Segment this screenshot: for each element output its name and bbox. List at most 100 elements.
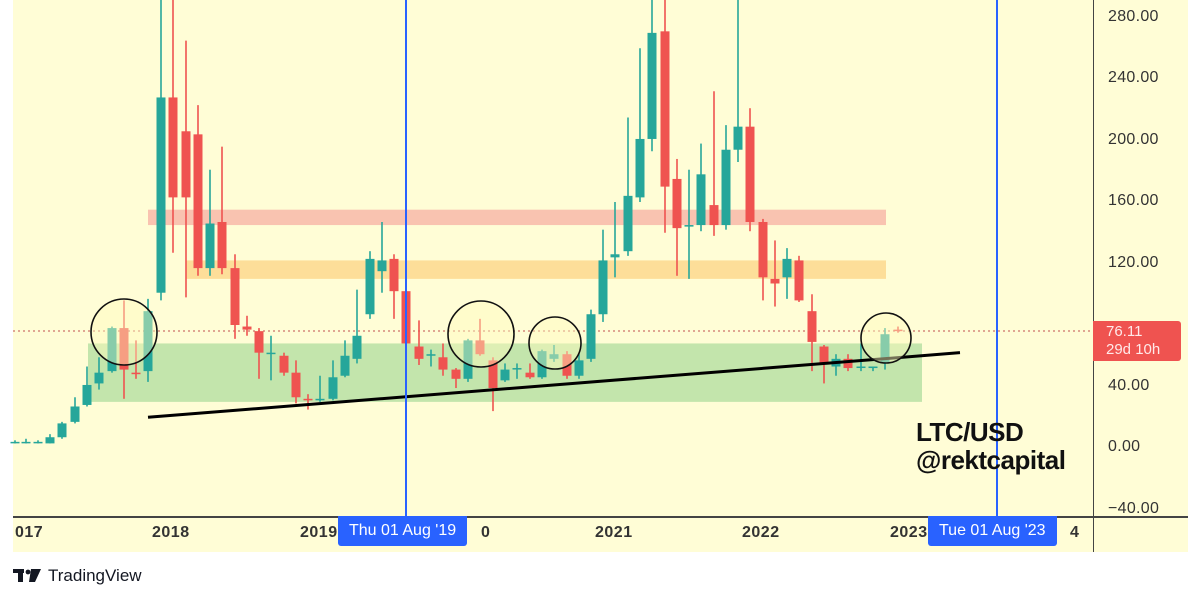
candle-up (782, 258, 792, 278)
current-price-label: 76.11 29d 10h (1093, 321, 1181, 361)
candle-up (598, 260, 608, 315)
candle-up (537, 351, 547, 378)
candle-up (10, 441, 20, 444)
price-tick: −40.00 (1108, 499, 1160, 517)
candle-up (512, 368, 522, 370)
tradingview-wordmark: TradingView (48, 566, 142, 585)
candle-down (843, 358, 853, 369)
candle-down (893, 329, 903, 332)
price-tick: 0.00 (1108, 438, 1141, 455)
resistance-high-zone (148, 209, 886, 226)
price-tick: 160.00 (1108, 192, 1159, 209)
candle-down (807, 311, 817, 342)
candle-down (525, 372, 535, 378)
candlestick-plot[interactable] (0, 0, 1093, 516)
candle-down (303, 398, 313, 401)
highlight-circle (528, 316, 582, 370)
candle-up (33, 441, 43, 444)
time-tick: 4 (1070, 524, 1080, 541)
candle-down (660, 31, 670, 187)
candle-down (770, 278, 780, 284)
candle-down (181, 131, 191, 198)
candle-down (119, 328, 129, 370)
candle-up (266, 352, 276, 355)
candle-up (57, 423, 67, 438)
candle-down (193, 134, 203, 269)
price-tick: 200.00 (1108, 130, 1159, 148)
candle-up (365, 258, 375, 315)
candle-down (438, 357, 448, 370)
candle-down (242, 326, 252, 330)
price-tick: 240.00 (1108, 69, 1159, 86)
time-tick: 2018 (152, 524, 190, 541)
tradingview-logo-icon (13, 569, 41, 582)
candle-down (217, 221, 227, 269)
candle-up (856, 366, 866, 369)
candle-down (709, 205, 719, 226)
candle-countdown: 29d 10h (1106, 341, 1161, 358)
highlight-circle (447, 300, 515, 368)
date-marker-label: Tue 01 Aug '23 (928, 516, 1057, 546)
candle-up (352, 335, 362, 359)
candle-up (340, 355, 350, 376)
price-axis[interactable]: 280.00 240.00 200.00 160.00 120.00 40.00 0.00 −… (1093, 0, 1188, 552)
candle-down (451, 369, 461, 379)
candle-up (574, 360, 584, 376)
candle-up (610, 254, 620, 258)
candle-down (414, 346, 424, 359)
candle-down (389, 258, 399, 292)
candle-up (549, 354, 559, 359)
time-axis-line (13, 516, 1093, 518)
candle-up (500, 369, 510, 381)
candle-down (794, 260, 804, 301)
current-price-value: 76.11 (1106, 323, 1143, 340)
candle-down (672, 178, 682, 229)
candle-up (696, 174, 706, 226)
candle-up (377, 260, 387, 272)
candle-down (819, 346, 829, 364)
candle-up (156, 97, 166, 293)
candle-up (880, 334, 890, 364)
trendline (147, 351, 961, 419)
price-tick: 280.00 (1108, 7, 1159, 25)
date-marker-label: Thu 01 Aug '19 (338, 516, 468, 546)
author-handle: @rektcapital (916, 445, 1066, 475)
highlight-circle (860, 312, 912, 364)
candle-down (291, 372, 301, 398)
tradingview-branding[interactable]: TradingView (13, 566, 142, 586)
time-tick: 017 (15, 524, 44, 541)
candle-up (721, 149, 731, 226)
candle-up (463, 340, 473, 379)
candle-up (328, 377, 338, 399)
candle-up (205, 223, 215, 269)
candle-down (758, 221, 768, 278)
candle-up (426, 354, 436, 356)
candle-up (143, 311, 153, 372)
candle-up (733, 126, 743, 150)
highlight-circle (90, 298, 158, 366)
time-tick: 2022 (742, 524, 780, 541)
candle-down (488, 360, 498, 389)
candle-down (254, 331, 264, 353)
time-tick: 2021 (595, 524, 633, 541)
time-tick: 2019 (300, 524, 338, 541)
candle-down (745, 126, 755, 222)
candle-up (315, 398, 325, 401)
resistance-low-zone (186, 260, 886, 279)
price-tick: 40.00 (1108, 376, 1150, 394)
candle-up (647, 32, 657, 139)
price-tick: 120.00 (1108, 253, 1159, 271)
time-tick: 0 (481, 524, 491, 541)
candle-down (230, 268, 240, 325)
candle-up (45, 437, 55, 444)
candle-down (475, 340, 485, 355)
candle-down (168, 97, 178, 198)
candle-up (70, 406, 80, 422)
chart-watermark: LTC/USD @rektcapital (916, 418, 1066, 475)
price-axis-bottom-line (1093, 516, 1188, 518)
candle-down (562, 354, 572, 376)
candle-up (684, 225, 694, 227)
candle-up (21, 441, 31, 444)
time-tick: 2023 (890, 524, 928, 541)
candle-up (635, 138, 645, 198)
